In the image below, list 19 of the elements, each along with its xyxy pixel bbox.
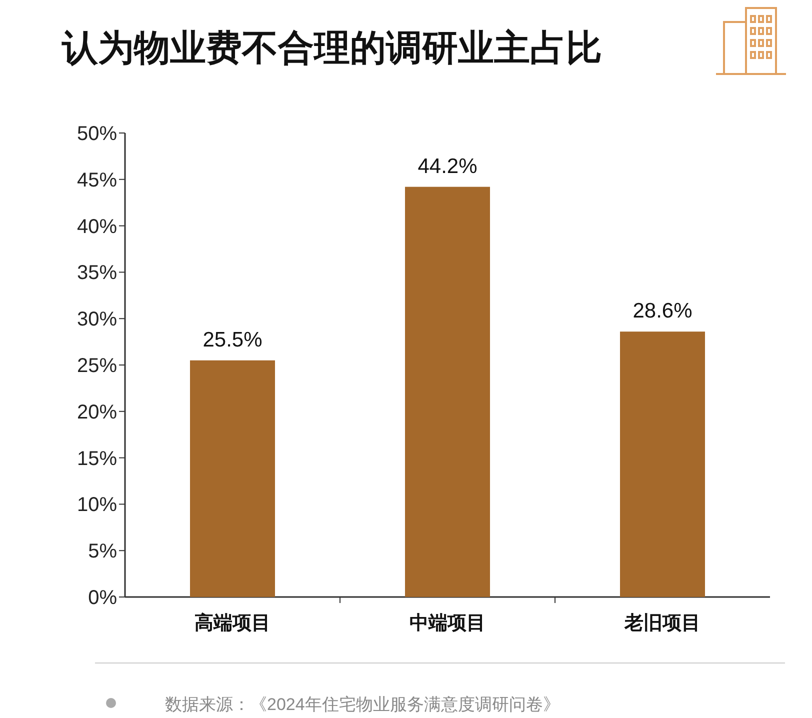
- x-tick-label: 高端项目: [194, 612, 270, 634]
- x-tick-label: 老旧项目: [624, 612, 700, 634]
- x-tick-label: 中端项目: [410, 612, 486, 634]
- data-label: 28.6%: [632, 300, 692, 323]
- source-note: 数据来源：《2024年住宅物业服务满意度调研问卷》: [165, 695, 560, 714]
- title: 认为物业费不合理的调研业主占比: [62, 27, 602, 68]
- y-tick-label: 10%: [76, 494, 118, 516]
- y-tick-label: 40%: [76, 216, 118, 238]
- y-tick-label: 30%: [76, 308, 118, 331]
- y-tick-label: 15%: [76, 448, 118, 470]
- y-tick-label: 45%: [76, 169, 118, 192]
- y-tick-label: 25%: [76, 355, 118, 377]
- data-label: 44.2%: [418, 154, 478, 178]
- y-tick-label: 0%: [88, 587, 118, 609]
- y-tick-label: 20%: [76, 401, 118, 424]
- y-tick-label: 50%: [76, 123, 118, 145]
- y-tick-label: 5%: [88, 540, 118, 563]
- y-tick-label: 35%: [76, 262, 118, 284]
- data-label: 25.5%: [202, 328, 262, 352]
